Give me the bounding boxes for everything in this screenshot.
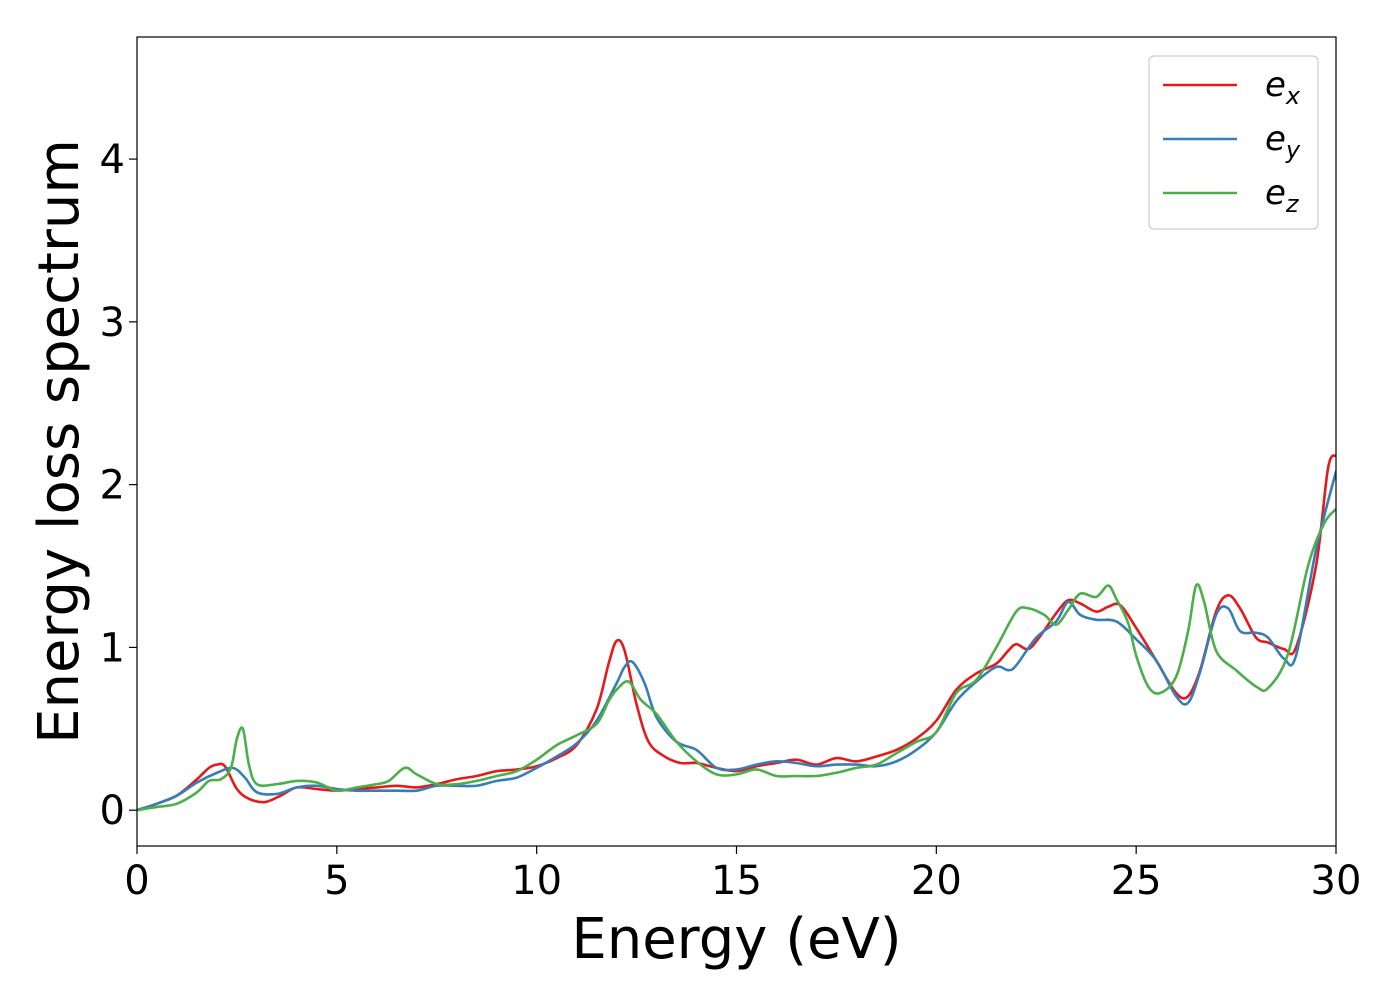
x-tick-label: 20 (911, 858, 962, 904)
legend-label: ex (1265, 65, 1301, 110)
x-tick-label: 10 (511, 858, 562, 904)
x-tick-label: 15 (711, 858, 762, 904)
legend-entry-z: ez (1163, 173, 1300, 218)
series-line-x (137, 454, 1336, 812)
x-tick-label: 25 (1111, 858, 1162, 904)
y-axis-label: Energy loss spectrum (27, 139, 92, 744)
legend-label: ey (1265, 119, 1301, 164)
tick-layer: 0 5 10 15 20 25 30 0 1 2 3 4 (100, 137, 1362, 904)
y-tick-label: 3 (100, 300, 125, 346)
legend-entry-x: ex (1163, 65, 1301, 110)
y-tick-label: 0 (100, 788, 125, 834)
y-tick-label: 2 (100, 463, 125, 509)
x-tick-label: 5 (324, 858, 349, 904)
legend-label: ez (1265, 173, 1300, 218)
legend-frame (1148, 55, 1319, 230)
series-line-z (137, 507, 1336, 812)
y-tick-label: 1 (100, 625, 125, 671)
series-layer (137, 454, 1336, 812)
legend-entry-y: ey (1163, 119, 1301, 164)
legend: ex ey ez (1148, 55, 1319, 230)
x-tick-label: 0 (124, 858, 149, 904)
y-tick-label: 4 (100, 137, 125, 183)
x-axis-label: Energy (eV) (571, 907, 901, 972)
x-tick-label: 30 (1311, 858, 1362, 904)
